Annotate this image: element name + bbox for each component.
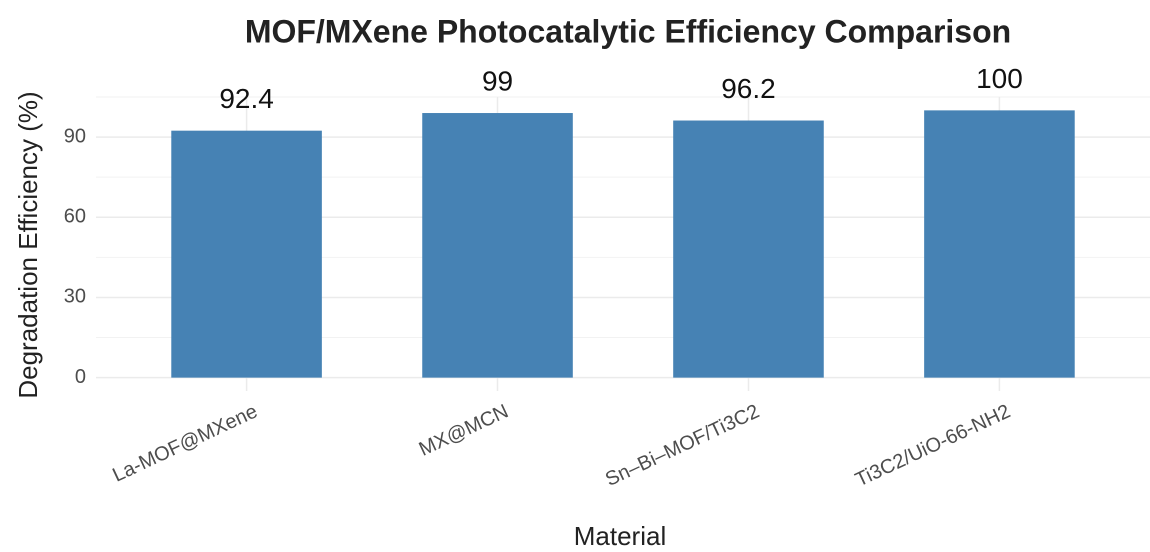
x-axis-title: Material <box>574 521 666 551</box>
value-label: 99 <box>482 65 513 96</box>
x-tick-label: Sn–Bi–MOF/Ti3C2 <box>602 400 763 491</box>
value-label: 100 <box>976 63 1023 94</box>
y-tick-label: 30 <box>64 286 86 308</box>
value-label: 96.2 <box>721 73 776 104</box>
chart-title: MOF/MXene Photocatalytic Efficiency Comp… <box>245 13 1011 49</box>
y-tick-label: 90 <box>64 125 86 147</box>
y-tick-label: 60 <box>64 206 86 228</box>
y-axis-title: Degradation Efficiency (%) <box>13 91 43 398</box>
x-tick-label: La-MOF@MXene <box>109 400 261 486</box>
x-tick-label: MX@MCN <box>416 400 512 460</box>
x-tick-label: Ti3C2/UiO-66-NH2 <box>852 400 1014 491</box>
bar <box>422 113 573 378</box>
bar <box>171 130 322 378</box>
y-tick-label: 0 <box>75 366 86 388</box>
bar <box>924 110 1075 378</box>
bar <box>673 120 824 378</box>
value-label: 92.4 <box>219 83 274 114</box>
